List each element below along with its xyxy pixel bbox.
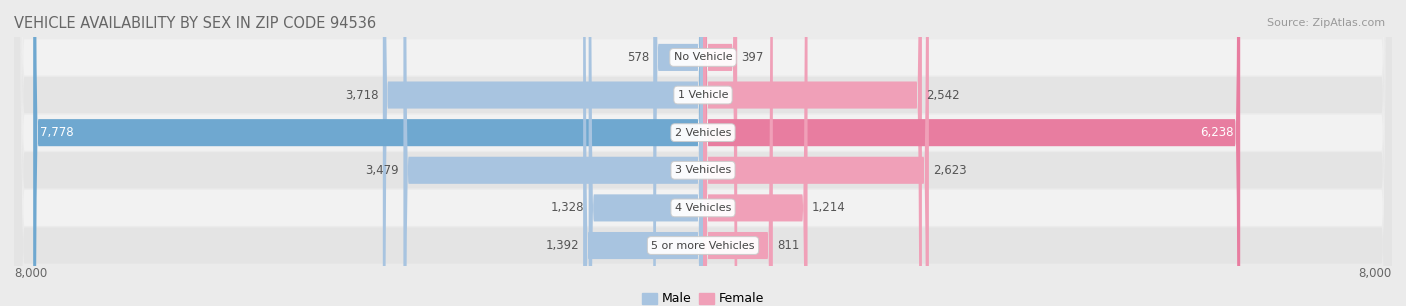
- Text: 3,718: 3,718: [344, 88, 378, 102]
- FancyBboxPatch shape: [583, 0, 703, 306]
- Text: 1,214: 1,214: [811, 201, 845, 215]
- FancyBboxPatch shape: [703, 0, 807, 306]
- Text: 397: 397: [741, 51, 763, 64]
- FancyBboxPatch shape: [703, 0, 773, 306]
- FancyBboxPatch shape: [703, 0, 737, 306]
- Text: 1 Vehicle: 1 Vehicle: [678, 90, 728, 100]
- FancyBboxPatch shape: [404, 0, 703, 306]
- Text: 1,328: 1,328: [551, 201, 585, 215]
- Text: 1,392: 1,392: [546, 239, 579, 252]
- FancyBboxPatch shape: [14, 0, 1392, 306]
- Text: 2,542: 2,542: [927, 88, 960, 102]
- Text: 8,000: 8,000: [1358, 267, 1392, 280]
- Text: 3,479: 3,479: [366, 164, 399, 177]
- FancyBboxPatch shape: [14, 0, 1392, 306]
- Text: Source: ZipAtlas.com: Source: ZipAtlas.com: [1267, 18, 1385, 28]
- FancyBboxPatch shape: [589, 0, 703, 306]
- FancyBboxPatch shape: [34, 0, 703, 306]
- Text: 4 Vehicles: 4 Vehicles: [675, 203, 731, 213]
- Text: 2,623: 2,623: [934, 164, 967, 177]
- FancyBboxPatch shape: [703, 0, 922, 306]
- Text: 2 Vehicles: 2 Vehicles: [675, 128, 731, 138]
- Text: 7,778: 7,778: [39, 126, 73, 139]
- FancyBboxPatch shape: [382, 0, 703, 306]
- FancyBboxPatch shape: [14, 0, 1392, 306]
- Text: 6,238: 6,238: [1199, 126, 1233, 139]
- FancyBboxPatch shape: [703, 0, 1240, 306]
- FancyBboxPatch shape: [703, 0, 929, 306]
- Legend: Male, Female: Male, Female: [637, 287, 769, 306]
- Text: 811: 811: [778, 239, 800, 252]
- FancyBboxPatch shape: [654, 0, 703, 306]
- Text: VEHICLE AVAILABILITY BY SEX IN ZIP CODE 94536: VEHICLE AVAILABILITY BY SEX IN ZIP CODE …: [14, 17, 377, 32]
- FancyBboxPatch shape: [14, 0, 1392, 306]
- FancyBboxPatch shape: [14, 0, 1392, 306]
- Text: 5 or more Vehicles: 5 or more Vehicles: [651, 241, 755, 251]
- Text: 3 Vehicles: 3 Vehicles: [675, 165, 731, 175]
- FancyBboxPatch shape: [14, 0, 1392, 306]
- Text: 578: 578: [627, 51, 650, 64]
- Text: 8,000: 8,000: [14, 267, 48, 280]
- Text: No Vehicle: No Vehicle: [673, 52, 733, 62]
